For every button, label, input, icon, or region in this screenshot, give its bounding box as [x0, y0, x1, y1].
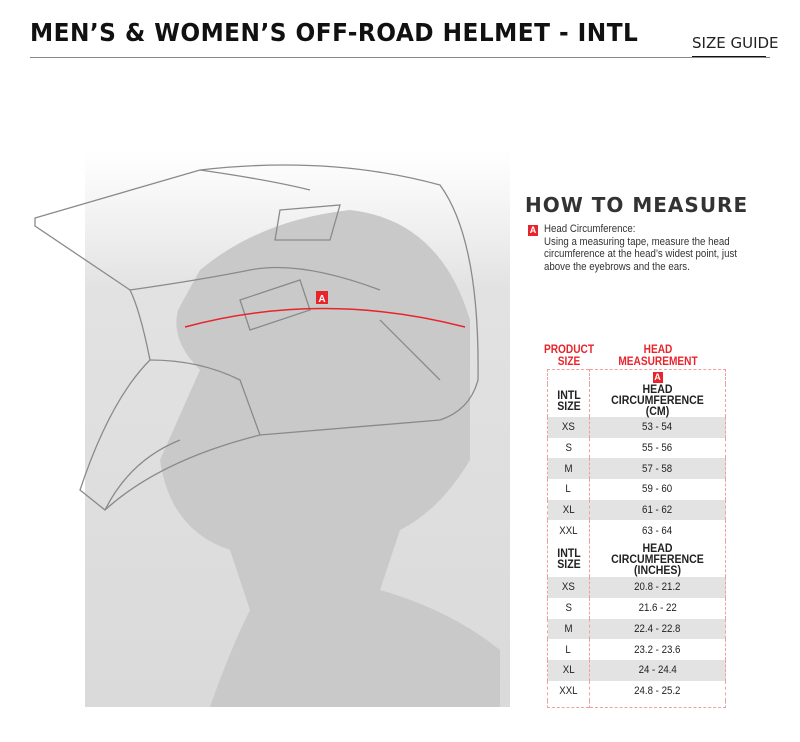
size-cell: XS [562, 581, 575, 594]
size-guide-link[interactable]: SIZE GUIDE [692, 34, 779, 52]
measurement-cell: 53 - 54 [642, 421, 673, 434]
table-row: M 22.4 - 22.8 [547, 618, 726, 640]
size-cell: XL [562, 664, 575, 677]
col-header-head-measurement: HEAD MEASUREMENT [618, 344, 698, 368]
measure-header: HEAD CIRCUMFERENCE (INCHES) [611, 540, 704, 577]
measurement-cell: 23.2 - 23.6 [634, 643, 681, 656]
size-cell: L [565, 483, 572, 496]
table-row: XXL 24.8 - 25.2 [547, 680, 726, 702]
size-cell: XXL [559, 684, 578, 697]
table-row: XS 53 - 54 [547, 417, 726, 438]
size-cell: XL [562, 504, 575, 517]
measurement-cell: 59 - 60 [642, 483, 673, 496]
measure-item-title: Head Circumference: [544, 223, 636, 235]
page-title: MEN’S & WOMEN’S OFF-ROAD HELMET - INTL [30, 18, 639, 47]
measure-badge [316, 291, 328, 304]
table-row: XS 20.8 - 21.2 [547, 577, 726, 598]
table-row: L 23.2 - 23.6 [547, 639, 726, 660]
how-to-measure-heading: HOW TO MEASURE [525, 193, 749, 217]
table-badge-a: A [652, 372, 663, 383]
measurement-cell: 24 - 24.4 [638, 664, 677, 677]
section-header: INTL SIZE HEAD CIRCUMFERENCE (CM) [547, 382, 726, 418]
measurement-line [184, 307, 466, 328]
measure-item-text: Using a measuring tape, measure the head… [544, 235, 737, 274]
table-row: S 21.6 - 22 [547, 597, 726, 619]
helmet-outline [34, 164, 479, 511]
measure-badge-a: A [528, 225, 538, 236]
size-cell: XXL [559, 524, 578, 537]
table-row: L 59 - 60 [547, 479, 726, 500]
measurement-cell: 22.4 - 22.8 [634, 622, 681, 635]
section-header: INTL SIZE HEAD CIRCUMFERENCE (INCHES) [547, 540, 726, 578]
table-row: S 55 - 56 [547, 437, 726, 459]
size-header: INTL SIZE [556, 546, 581, 572]
measurement-cell: 21.6 - 22 [638, 602, 677, 615]
size-header: INTL SIZE [556, 387, 581, 413]
size-cell: M [564, 462, 573, 475]
measure-header: HEAD CIRCUMFERENCE (CM) [611, 382, 704, 418]
table-row: XL 61 - 62 [547, 499, 726, 521]
size-cell: XS [562, 421, 575, 434]
measure-label: A [318, 294, 325, 305]
table-row: XL 24 - 24.4 [547, 659, 726, 681]
measurement-cell: 20.8 - 21.2 [634, 581, 681, 594]
head-silhouette [160, 210, 500, 707]
measurement-cell: 63 - 64 [642, 524, 673, 537]
size-cell: S [565, 602, 572, 615]
measurement-cell: 61 - 62 [642, 504, 673, 517]
helmet-illustration: A [34, 150, 510, 707]
size-cell: L [565, 643, 572, 656]
measurement-cell: 24.8 - 25.2 [634, 684, 681, 697]
measurement-cell: 55 - 56 [642, 442, 673, 455]
measurement-cell: 57 - 58 [642, 462, 673, 475]
size-cell: M [564, 622, 573, 635]
table-row: XXL 63 - 64 [547, 520, 726, 542]
col-header-product-size: PRODUCT SIZE [543, 344, 595, 368]
header-divider [30, 57, 770, 58]
table-row: M 57 - 58 [547, 458, 726, 480]
size-table: A INTL SIZE HEAD CIRCUMFERENCE (CM) XS 53 -… [547, 369, 726, 709]
size-cell: S [565, 442, 572, 455]
measure-description: Head Circumference: Using a measuring ta… [544, 223, 755, 274]
